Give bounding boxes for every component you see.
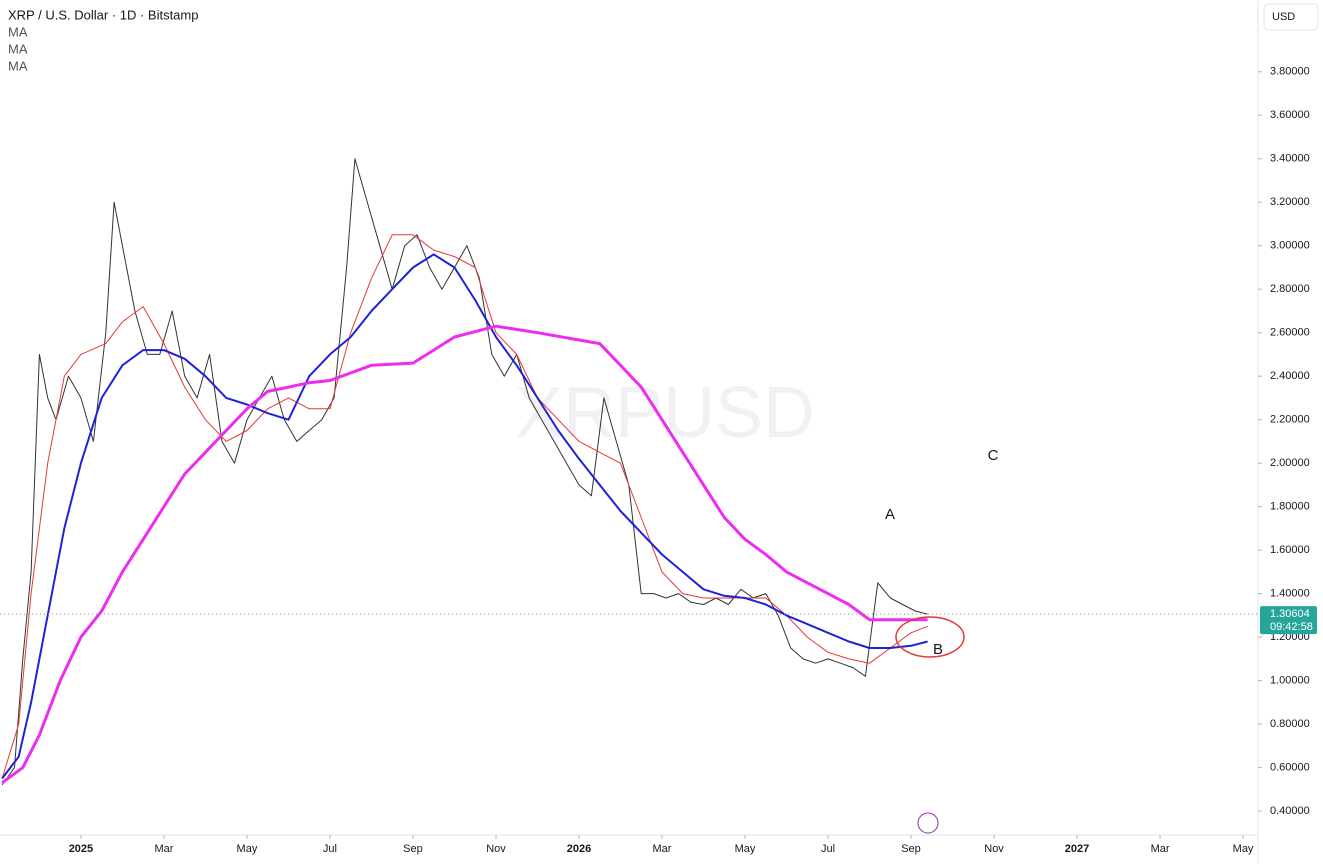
moving-average	[1, 324, 928, 785]
y-tick-label: 1.40000	[1270, 588, 1310, 600]
price-line	[1, 158, 928, 786]
moving-average	[1, 234, 928, 779]
y-tick-label: 3.80000	[1270, 66, 1310, 78]
y-tick-label: 2.20000	[1270, 414, 1310, 426]
x-tick-label: Jul	[323, 843, 337, 855]
x-tick-label: Mar	[1151, 843, 1170, 855]
currency-button[interactable]	[1263, 3, 1319, 31]
y-tick-label: 1.80000	[1270, 501, 1310, 513]
y-tick-label: 0.80000	[1270, 718, 1310, 730]
y-tick-label: 3.00000	[1270, 240, 1310, 252]
x-tick-label: May	[237, 843, 258, 855]
countdown-label: 09:42:58	[1270, 621, 1313, 633]
y-tick-label: 3.40000	[1270, 153, 1310, 165]
y-tick-label: 2.80000	[1270, 283, 1310, 295]
x-tick-label: 2027	[1065, 843, 1089, 855]
legend-entry: MA	[8, 58, 28, 73]
annotation-ellipse	[895, 616, 965, 658]
x-tick-label: May	[1233, 843, 1254, 855]
x-tick-label: Sep	[403, 843, 423, 855]
moving-average	[1, 253, 928, 780]
y-tick-label: 3.20000	[1270, 196, 1310, 208]
legend-entry: MA	[8, 24, 28, 39]
currency-label[interactable]: USD	[1272, 11, 1295, 23]
y-tick-label: 3.60000	[1270, 109, 1310, 121]
y-tick-label: 1.00000	[1270, 675, 1310, 687]
legend-entry: MA	[8, 41, 28, 56]
y-tick-label: 0.40000	[1270, 805, 1310, 817]
x-tick-label: Nov	[486, 843, 506, 855]
annotation: B	[933, 641, 943, 658]
y-tick-label: 2.40000	[1270, 370, 1310, 382]
event-icon[interactable]	[917, 812, 939, 834]
y-tick-label: 0.60000	[1270, 761, 1310, 773]
watermark: XRPUSD	[515, 373, 815, 453]
x-tick-label: Nov	[984, 843, 1004, 855]
x-tick-label: 2025	[69, 843, 93, 855]
y-tick-label: 2.00000	[1270, 457, 1310, 469]
x-tick-label: Mar	[653, 843, 672, 855]
x-tick-label: Sep	[901, 843, 921, 855]
x-tick-label: 2026	[567, 843, 591, 855]
y-tick-label: 1.60000	[1270, 544, 1310, 556]
annotation: A	[885, 506, 895, 523]
annotation: C	[988, 447, 999, 464]
last-price-box	[1260, 606, 1317, 635]
last-price-label: 1.30604	[1270, 608, 1310, 620]
x-tick-label: May	[735, 843, 756, 855]
x-tick-label: Mar	[154, 843, 173, 855]
plot-area	[1, 158, 928, 786]
chart-title: XRP / U.S. Dollar · 1D · Bitstamp	[8, 7, 198, 22]
x-tick-label: Jul	[821, 843, 835, 855]
y-tick-label: 2.60000	[1270, 327, 1310, 339]
